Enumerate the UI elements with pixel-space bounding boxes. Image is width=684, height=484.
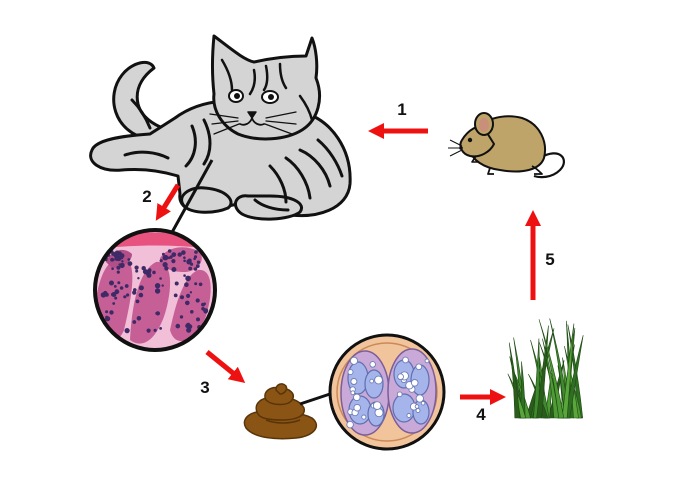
cat-icon bbox=[89, 34, 352, 221]
intestinal-tissue-magnified-icon bbox=[93, 228, 217, 352]
grass-icon bbox=[507, 318, 584, 419]
step-label-4: 4 bbox=[476, 405, 486, 424]
step-label-2: 2 bbox=[142, 187, 151, 206]
arrow-cat-to-intestine bbox=[155, 183, 181, 221]
oocyst-magnified-icon bbox=[328, 333, 446, 451]
step-label-1: 1 bbox=[397, 100, 406, 119]
step-label-3: 3 bbox=[200, 378, 209, 397]
cycle-arrows bbox=[155, 122, 542, 406]
mouse-icon bbox=[448, 112, 565, 179]
arrow-intestine-to-feces bbox=[205, 350, 246, 384]
step-label-5: 5 bbox=[545, 250, 554, 269]
cat-to-tissue-pointer-line bbox=[168, 159, 214, 237]
feces-icon bbox=[243, 383, 317, 440]
